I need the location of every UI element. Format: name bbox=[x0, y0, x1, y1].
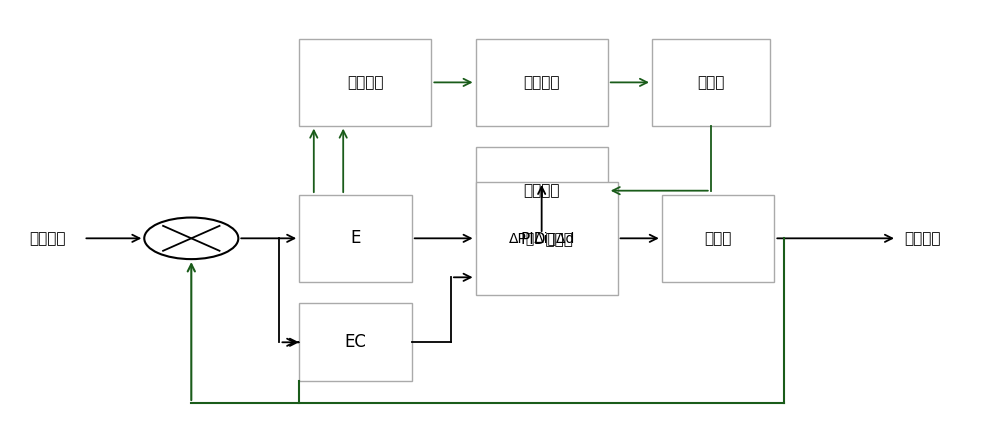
Text: 模糊推理: 模糊推理 bbox=[523, 183, 560, 198]
FancyBboxPatch shape bbox=[652, 39, 770, 126]
Text: EC: EC bbox=[345, 333, 366, 351]
FancyBboxPatch shape bbox=[299, 39, 431, 126]
FancyBboxPatch shape bbox=[662, 195, 774, 282]
FancyBboxPatch shape bbox=[299, 303, 412, 381]
FancyBboxPatch shape bbox=[299, 195, 412, 282]
FancyBboxPatch shape bbox=[476, 39, 608, 126]
FancyBboxPatch shape bbox=[476, 182, 618, 295]
Text: 目标温度: 目标温度 bbox=[30, 231, 66, 246]
Text: E: E bbox=[350, 229, 361, 248]
Text: PID调节器: PID调节器 bbox=[520, 231, 573, 246]
Text: ΔP、Δi、Δd: ΔP、Δi、Δd bbox=[509, 231, 575, 245]
Text: 实际温度: 实际温度 bbox=[904, 231, 940, 246]
FancyBboxPatch shape bbox=[476, 147, 608, 234]
Text: 性能评价: 性能评价 bbox=[347, 75, 384, 90]
Text: 修正量: 修正量 bbox=[697, 75, 724, 90]
Text: 加热圈: 加热圈 bbox=[704, 231, 732, 246]
Text: 规则决策: 规则决策 bbox=[523, 75, 560, 90]
